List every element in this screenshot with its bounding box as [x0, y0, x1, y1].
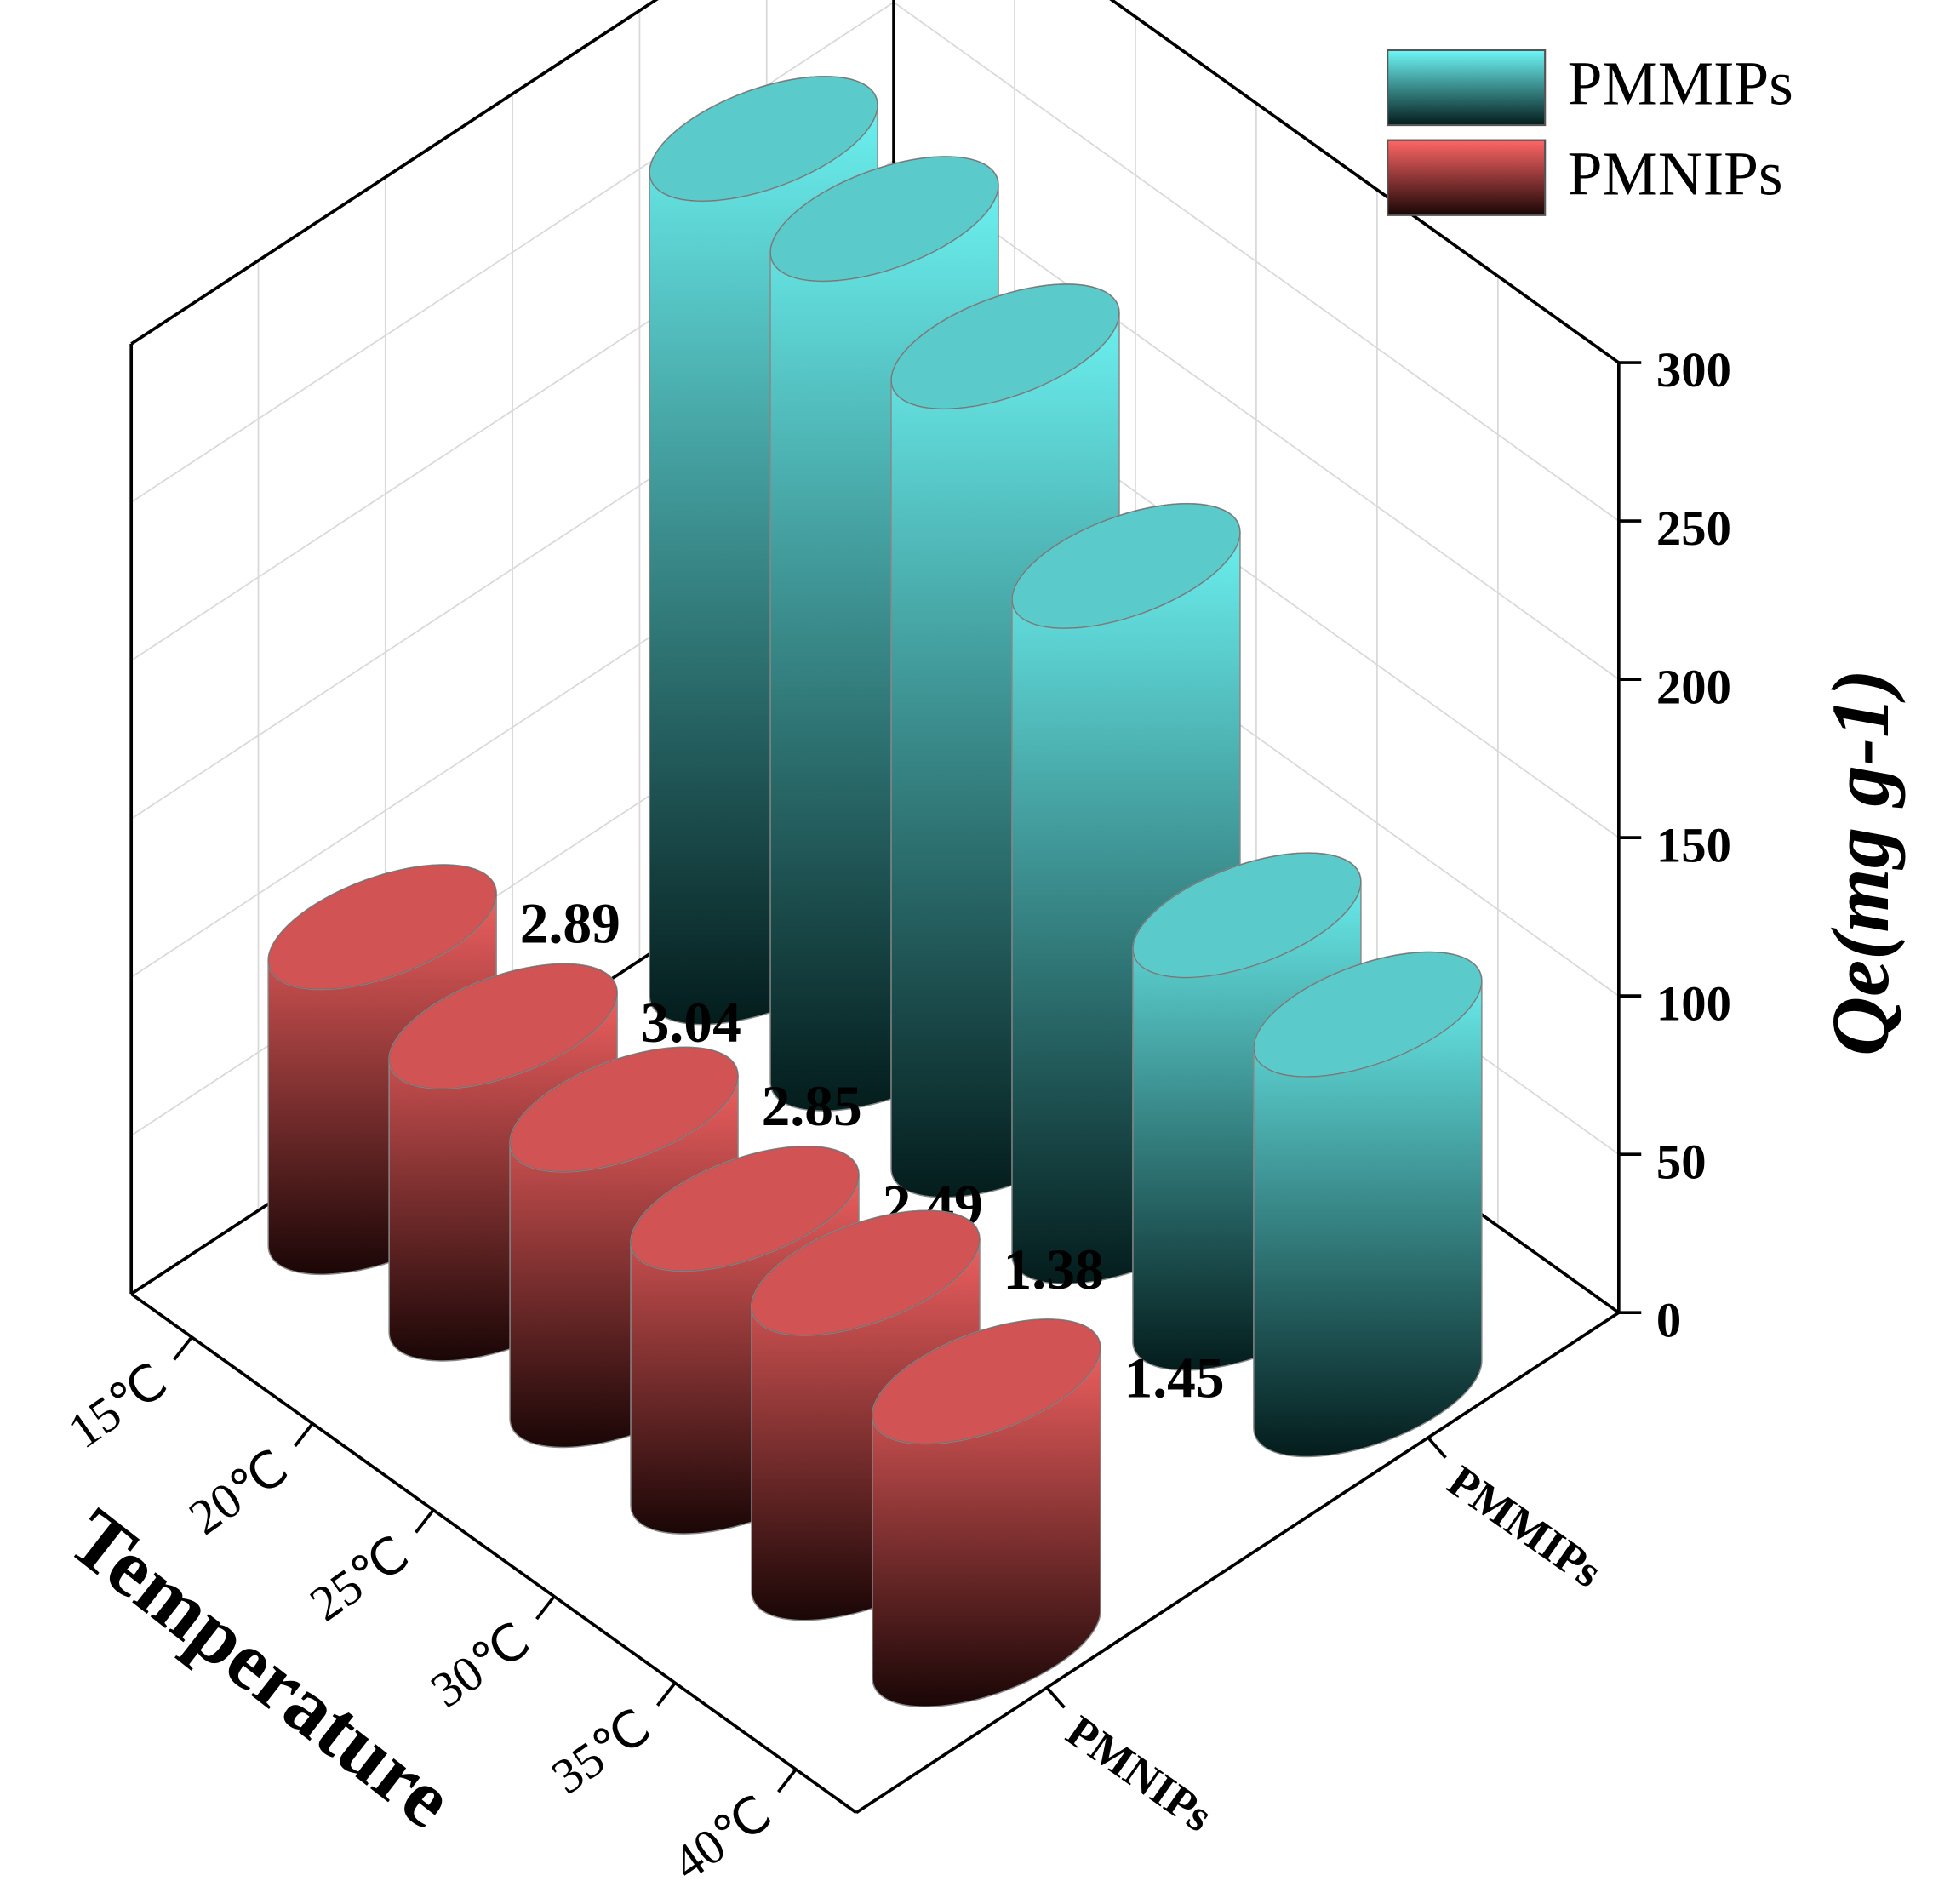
annotation: 1.38: [1004, 1238, 1104, 1301]
bar-top-shade: [268, 864, 497, 990]
bar-top: [267, 864, 497, 991]
annotation: 1.45: [1124, 1347, 1225, 1410]
x-tick-label: 30℃: [421, 1612, 540, 1718]
bar-top: [1011, 502, 1241, 630]
bar-top-shade: [1132, 853, 1361, 978]
y-tick-label: PMMIPs: [1438, 1456, 1610, 1597]
axis-line: [130, 0, 659, 346]
x-tick: [173, 1335, 193, 1361]
y-tick: [1045, 1686, 1066, 1709]
z-tick-label: 250: [1656, 500, 1731, 556]
bar-top-shade: [872, 1318, 1101, 1444]
annotation: 3.04: [641, 991, 741, 1055]
x-tick-label: 40℃: [662, 1785, 781, 1891]
z-axis-label: Qe(mg g-1): [1815, 669, 1906, 1056]
axis-line: [130, 1292, 858, 1815]
bar-top-shade: [752, 1210, 980, 1335]
z-tick-label: 150: [1656, 817, 1731, 872]
z-tick-label: 100: [1656, 975, 1731, 1031]
bar-top-shade: [890, 283, 1119, 409]
bar-top-shade: [631, 1146, 860, 1272]
plot: 0 50 100 150 200 250 300 Qe(mg g-1) 15℃20℃25℃30℃…: [53, 0, 1906, 1891]
x-tick-label: 25℃: [300, 1525, 419, 1632]
x-tick-label: 20℃: [180, 1439, 298, 1546]
bar-top: [649, 76, 878, 203]
x-tick: [294, 1422, 314, 1448]
bar-top: [630, 1145, 860, 1272]
legend-swatch: [1387, 49, 1547, 127]
bar-top-shade: [389, 963, 618, 1089]
z-tick-label: 0: [1656, 1292, 1681, 1347]
bar-top: [769, 156, 999, 283]
bar-top: [751, 1209, 981, 1336]
bar-top: [1253, 951, 1483, 1078]
x-tick: [415, 1508, 435, 1534]
x-tick-label: 35℃: [541, 1699, 660, 1805]
y-tick-label: PMNIPs: [1058, 1707, 1221, 1842]
legend-label: PMMIPs: [1568, 49, 1793, 118]
legend-swatch: [1387, 139, 1547, 216]
axis-line: [1109, 0, 1620, 364]
bar-top: [509, 1046, 739, 1173]
legend-label: PMNIPs: [1568, 139, 1783, 208]
bar-top: [388, 963, 618, 1089]
x-tick: [535, 1595, 556, 1621]
axis-line: [855, 1311, 1620, 1815]
bar-top-shade: [1253, 952, 1482, 1078]
annotation: 2.89: [520, 892, 620, 956]
bar-top-shade: [770, 156, 999, 282]
z-tick-label: 50: [1656, 1134, 1707, 1189]
bar-top-shade: [1011, 503, 1240, 629]
x-tick: [776, 1768, 798, 1793]
z-tick-label: 300: [1656, 342, 1731, 397]
y-tick: [1427, 1436, 1447, 1459]
bar-top-shade: [510, 1047, 739, 1172]
x-tick: [656, 1682, 677, 1707]
x-tick-label: 15℃: [59, 1352, 177, 1459]
bar-top: [890, 283, 1120, 410]
z-tick-label: 200: [1656, 659, 1731, 714]
bar-top: [872, 1318, 1101, 1445]
x-axis-label: Temperature: [53, 1491, 470, 1845]
bar-top: [1132, 852, 1362, 979]
annotation: 2.85: [762, 1074, 862, 1138]
bar-top-shade: [649, 76, 878, 202]
